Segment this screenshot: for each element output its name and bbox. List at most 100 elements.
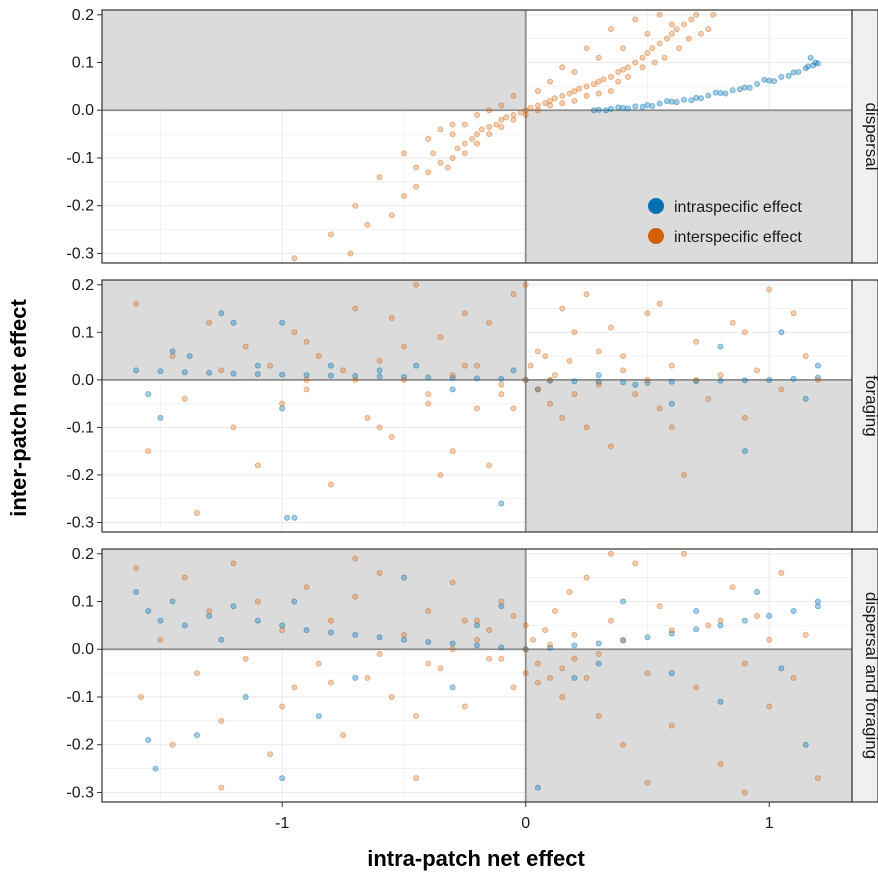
data-point [649, 102, 656, 109]
data-point [461, 617, 468, 624]
data-point [230, 560, 237, 567]
data-point [668, 400, 675, 407]
data-point [352, 373, 359, 380]
data-point [327, 629, 334, 636]
data-point [534, 679, 541, 686]
data-point [291, 684, 298, 691]
data-point [656, 300, 663, 307]
y-tick-label: -0.2 [66, 467, 94, 484]
data-point [413, 713, 420, 720]
data-point [340, 367, 347, 374]
data-point [449, 131, 456, 138]
data-point [595, 348, 602, 355]
data-point [486, 462, 493, 469]
data-point [242, 343, 249, 350]
data-point [327, 362, 334, 369]
data-point [413, 362, 420, 369]
data-point [157, 414, 164, 421]
data-point [267, 362, 274, 369]
data-point [530, 636, 537, 643]
data-point [663, 98, 670, 105]
data-point [534, 348, 541, 355]
data-point [364, 414, 371, 421]
data-point [644, 49, 651, 56]
data-point [668, 670, 675, 677]
data-point [510, 684, 517, 691]
data-point [461, 150, 468, 157]
data-point [510, 92, 517, 99]
data-point [571, 88, 578, 95]
data-point [218, 310, 225, 317]
y-tick-label: 0.2 [72, 546, 94, 563]
data-point [583, 92, 590, 99]
data-point [583, 45, 590, 52]
legend-key [648, 228, 664, 244]
y-tick-label: 0.2 [72, 277, 94, 294]
data-point [790, 608, 797, 615]
data-point [498, 102, 505, 109]
data-point [218, 636, 225, 643]
data-point [668, 424, 675, 431]
data-point [754, 588, 761, 595]
data-point [254, 462, 261, 469]
data-point [668, 378, 675, 385]
data-point [559, 305, 566, 312]
data-point [534, 660, 541, 667]
data-point [632, 381, 639, 388]
y-tick-label: 0.2 [72, 7, 94, 24]
data-point [717, 698, 724, 705]
data-point [590, 80, 597, 87]
data-point [656, 603, 663, 610]
data-point [181, 369, 188, 376]
data-point [352, 631, 359, 638]
data-point [486, 627, 493, 634]
series-interspecific-effect [291, 11, 717, 262]
data-point [284, 514, 291, 521]
data-point [639, 103, 646, 110]
facet-strip [851, 9, 878, 264]
data-point [169, 348, 176, 355]
data-point [547, 644, 554, 651]
facet-strip-label: dispersal [862, 102, 878, 170]
data-point [595, 90, 602, 97]
data-point [376, 367, 383, 374]
data-point [685, 35, 692, 42]
data-point [157, 368, 164, 375]
data-point [534, 386, 541, 393]
data-point [498, 598, 505, 605]
data-point [644, 670, 651, 677]
data-point [644, 310, 651, 317]
data-point [498, 116, 505, 123]
data-point [595, 78, 602, 85]
data-point [461, 703, 468, 710]
data-point [644, 379, 651, 386]
data-point [607, 73, 614, 80]
data-point [473, 131, 480, 138]
data-point [656, 100, 663, 107]
data-point [534, 102, 541, 109]
data-point [802, 353, 809, 360]
data-point [644, 634, 651, 641]
data-point [688, 16, 695, 23]
data-point [620, 379, 627, 386]
data-point [169, 598, 176, 605]
data-point [352, 376, 359, 383]
data-point [607, 443, 614, 450]
data-point [729, 87, 736, 94]
data-point [352, 593, 359, 600]
data-point [473, 140, 480, 147]
data-point [668, 30, 675, 37]
y-tick-label: -0.3 [66, 514, 94, 531]
data-point [542, 353, 549, 360]
data-point [461, 121, 468, 128]
data-point [571, 378, 578, 385]
data-point [279, 627, 286, 634]
data-point [510, 612, 517, 619]
data-point [388, 693, 395, 700]
data-point [620, 104, 627, 111]
data-point [583, 83, 590, 90]
y-tick-label: 0.0 [72, 102, 94, 119]
data-point [303, 338, 310, 345]
data-point [218, 367, 225, 374]
data-point [486, 655, 493, 662]
